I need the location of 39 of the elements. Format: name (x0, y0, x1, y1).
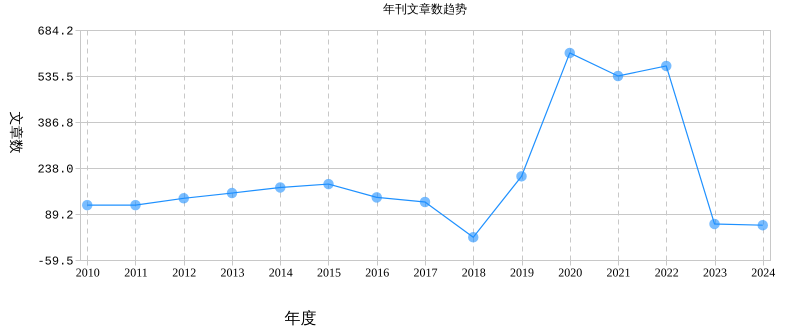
x-tick-label: 2017 (414, 266, 438, 280)
y-tick-label: 535.5 (37, 70, 74, 84)
point (178, 193, 189, 204)
x-tick-label: 2019 (510, 266, 534, 280)
y-tick-label: 684.2 (37, 24, 74, 38)
y-tick-label: 386.8 (37, 116, 74, 130)
x-tick-label: 2014 (268, 266, 293, 280)
x-tick-label: 2013 (220, 266, 244, 280)
point (226, 188, 238, 198)
x-tick-label: 2018 (462, 266, 486, 280)
x-axis-title: 年度 (284, 308, 316, 328)
point (275, 182, 286, 193)
x-tick-label: 2012 (172, 266, 196, 280)
point (612, 70, 624, 82)
x-tick-label: 2010 (76, 266, 100, 280)
point (372, 192, 382, 203)
x-tick-label: 2011 (124, 266, 148, 280)
y-tick-label: -59.5 (37, 254, 74, 268)
point (661, 60, 672, 72)
point (323, 178, 334, 190)
x-tick-label: 2021 (606, 266, 631, 280)
x-tick-label: 2020 (558, 266, 582, 280)
x-tick-label: 2023 (703, 266, 728, 280)
x-tick-label: 2015 (316, 266, 341, 280)
x-tick-label: 2024 (751, 266, 776, 280)
point (468, 232, 478, 243)
point (564, 48, 575, 58)
point (420, 196, 430, 208)
point (82, 200, 92, 210)
point (758, 220, 768, 230)
y-tick-label: 238.0 (37, 162, 74, 176)
x-tick-label: 2022 (654, 266, 679, 280)
point (709, 218, 720, 230)
point (516, 171, 527, 182)
chart-title: 年刊文章数趋势 (383, 2, 467, 16)
point (130, 200, 141, 210)
y-tick-label: 89.2 (44, 208, 74, 223)
x-tick-label: 2016 (365, 266, 390, 280)
y-axis-title: 文章数 (8, 112, 24, 154)
